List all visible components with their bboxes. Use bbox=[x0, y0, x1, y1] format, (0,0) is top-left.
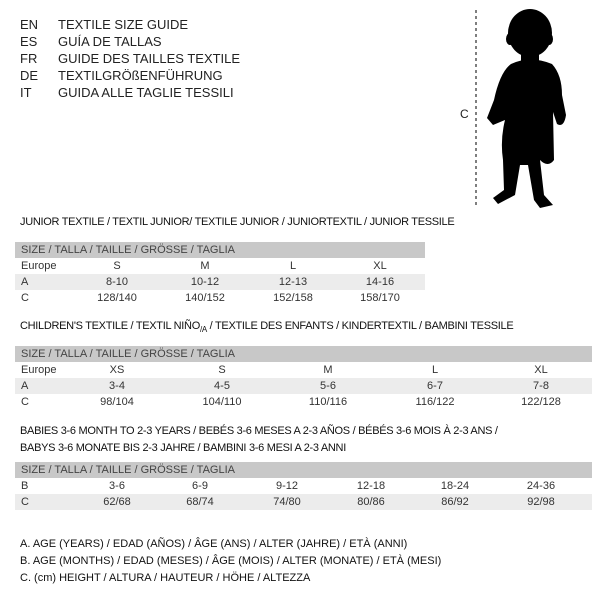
table-cell: M bbox=[200, 260, 210, 272]
size-header: SIZE / TALLA / TAILLE / GRÖSSE / TAGLIA bbox=[21, 244, 235, 256]
table-cell: 140/152 bbox=[185, 292, 225, 304]
table-cell: 152/158 bbox=[273, 292, 313, 304]
table-cell: 9-12 bbox=[275, 480, 299, 492]
table-row: A 8-10 10-12 12-13 14-16 bbox=[15, 274, 425, 290]
language-title: GUIDA ALLE TAGLIE TESSILI bbox=[58, 85, 234, 100]
table-cell: 86/92 bbox=[441, 496, 469, 508]
table-cell: 3-6 bbox=[109, 480, 125, 492]
table-cell: XL bbox=[534, 364, 548, 376]
table-cell: 5-6 bbox=[320, 380, 336, 392]
table-cell: 158/170 bbox=[360, 292, 400, 304]
table-cell: 12-13 bbox=[278, 276, 308, 288]
table-cell: S bbox=[218, 364, 226, 376]
table-cell: 80/86 bbox=[357, 496, 385, 508]
language-code: ES bbox=[20, 34, 38, 49]
table-cell: 10-12 bbox=[190, 276, 220, 288]
size-header: SIZE / TALLA / TAILLE / GRÖSSE / TAGLIA bbox=[21, 348, 235, 360]
babies-section-title-1: BABIES 3-6 MONTH TO 2-3 YEARS / BEBÉS 3-… bbox=[20, 425, 498, 437]
size-header: SIZE / TALLA / TAILLE / GRÖSSE / TAGLIA bbox=[21, 464, 235, 476]
table-cell: XS bbox=[109, 364, 125, 376]
row-label: A bbox=[21, 380, 29, 392]
legend: A. AGE (YEARS) / EDAD (AÑOS) / ÂGE (ANS)… bbox=[20, 536, 441, 587]
size-header-row: SIZE / TALLA / TAILLE / GRÖSSE / TAGLIA bbox=[15, 346, 592, 362]
table-cell: 4-5 bbox=[214, 380, 230, 392]
size-header-row: SIZE / TALLA / TAILLE / GRÖSSE / TAGLIA bbox=[15, 242, 425, 258]
babies-section-title-2: BABYS 3-6 MONATE BIS 2-3 JAHRE / BAMBINI… bbox=[20, 442, 346, 454]
table-cell: L bbox=[431, 364, 439, 376]
table-cell: 18-24 bbox=[440, 480, 470, 492]
junior-section-title: JUNIOR TEXTILE / TEXTIL JUNIOR/ TEXTILE … bbox=[20, 216, 455, 228]
table-cell: 110/116 bbox=[308, 396, 348, 408]
table-row: B 3-6 6-9 9-12 12-18 18-24 24-36 bbox=[15, 478, 592, 494]
table-cell: 62/68 bbox=[103, 496, 131, 508]
table-cell: 14-16 bbox=[365, 276, 395, 288]
table-cell: 104/110 bbox=[202, 396, 242, 408]
table-cell: 98/104 bbox=[100, 396, 134, 408]
table-cell: XL bbox=[373, 260, 387, 272]
table-cell: 7-8 bbox=[533, 380, 549, 392]
child-silhouette-icon bbox=[475, 9, 566, 208]
row-label: C bbox=[21, 292, 29, 304]
table-cell: M bbox=[323, 364, 333, 376]
table-cell: 6-9 bbox=[192, 480, 208, 492]
table-cell: 122/128 bbox=[521, 396, 561, 408]
language-title: GUIDE DES TAILLES TEXTILE bbox=[58, 51, 241, 66]
row-label: Europe bbox=[21, 260, 57, 272]
table-cell: S bbox=[113, 260, 121, 272]
table-row: C 62/68 68/74 74/80 80/86 86/92 92/98 bbox=[15, 494, 592, 510]
row-label: Europe bbox=[21, 364, 57, 376]
table-cell: 24-36 bbox=[526, 480, 556, 492]
legend-c: C. (cm) HEIGHT / ALTURA / HAUTEUR / HÖHE… bbox=[20, 572, 311, 584]
legend-b: B. AGE (MONTHS) / EDAD (MESES) / ÂGE (MO… bbox=[20, 555, 442, 567]
children-title-rest: / TEXTILE DES ENFANTS / KINDERTEXTIL / B… bbox=[206, 320, 514, 332]
table-cell: L bbox=[289, 260, 297, 272]
table-cell: 68/74 bbox=[186, 496, 214, 508]
table-row: Europe S M L XL bbox=[15, 258, 425, 274]
children-section-title: CHILDREN'S TEXTILE / TEXTIL NIÑO/A / TEX… bbox=[20, 320, 514, 335]
height-label: C bbox=[460, 107, 469, 121]
table-cell: 116/122 bbox=[415, 396, 455, 408]
size-header-row: SIZE / TALLA / TAILLE / GRÖSSE / TAGLIA bbox=[15, 462, 592, 478]
row-label: B bbox=[21, 480, 29, 492]
table-cell: 92/98 bbox=[527, 496, 555, 508]
language-code: DE bbox=[20, 68, 39, 83]
row-label: C bbox=[21, 396, 29, 408]
row-label: A bbox=[21, 276, 29, 288]
language-code: IT bbox=[20, 85, 32, 100]
table-cell: 6-7 bbox=[427, 380, 443, 392]
table-cell: 8-10 bbox=[105, 276, 129, 288]
table-row: C 98/104 104/110 110/116 116/122 122/128 bbox=[15, 394, 592, 410]
table-cell: 3-4 bbox=[109, 380, 125, 392]
children-title-sub: /A bbox=[199, 325, 207, 335]
table-cell: 12-18 bbox=[356, 480, 386, 492]
children-title-main: CHILDREN'S TEXTILE / TEXTIL NIÑO bbox=[20, 320, 200, 332]
table-row: A 3-4 4-5 5-6 6-7 7-8 bbox=[15, 378, 592, 394]
table-row: Europe XS S M L XL bbox=[15, 362, 592, 378]
language-title: TEXTILGRÖßENFÜHRUNG bbox=[58, 68, 223, 83]
language-code: FR bbox=[20, 51, 38, 66]
language-title: GUÍA DE TALLAS bbox=[58, 34, 162, 49]
language-code: EN bbox=[20, 17, 39, 32]
language-title: TEXTILE SIZE GUIDE bbox=[58, 17, 189, 32]
table-row: C 128/140 140/152 152/158 158/170 bbox=[15, 290, 425, 306]
legend-a: A. AGE (YEARS) / EDAD (AÑOS) / ÂGE (ANS)… bbox=[20, 538, 408, 550]
table-cell: 74/80 bbox=[273, 496, 301, 508]
table-cell: 128/140 bbox=[97, 292, 137, 304]
row-label: C bbox=[21, 496, 29, 508]
